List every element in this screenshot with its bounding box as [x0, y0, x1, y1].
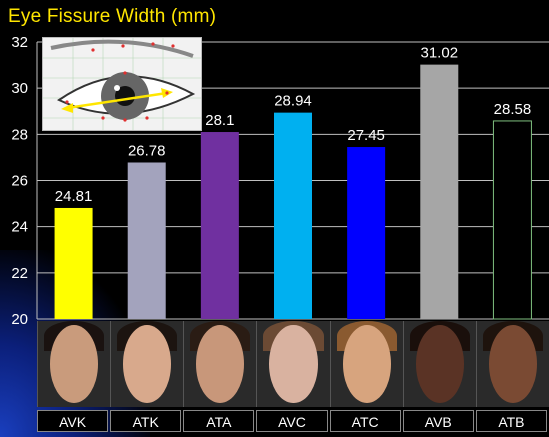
category-label-avb: AVB: [402, 410, 474, 432]
face-skin: [488, 325, 537, 403]
face-skin: [269, 325, 318, 403]
face-image-ata: [183, 321, 257, 407]
bar-avk: [54, 207, 93, 319]
face-images-row: [37, 321, 549, 407]
bar-avb: [420, 64, 459, 319]
y-tick-label: 22: [11, 265, 28, 282]
face-image-atb: [475, 321, 549, 407]
category-label-ata: ATA: [183, 410, 255, 432]
face-skin: [123, 325, 172, 403]
face-image-atk: [110, 321, 184, 407]
face-skin: [342, 325, 391, 403]
bar-atb: [492, 120, 532, 320]
category-labels-row: AVK ATK ATA AVC ATC AVB ATB: [37, 410, 549, 434]
bar-value-label: 26.78: [128, 142, 166, 159]
bar-value-label: 28.1: [205, 112, 234, 129]
category-label-avc: AVC: [256, 410, 328, 432]
bar-value-label: 28.94: [274, 93, 312, 110]
face-image-atc: [329, 321, 403, 407]
bar-atc: [347, 147, 386, 319]
face-skin: [196, 325, 245, 403]
face-image-avb: [402, 321, 476, 407]
face-skin: [415, 325, 464, 403]
y-tick-label: 28: [11, 126, 28, 143]
face-skin: [50, 325, 99, 403]
y-tick-label: 26: [11, 173, 28, 190]
bar-value-label: 27.45: [347, 127, 385, 144]
category-label-atk: ATK: [110, 410, 182, 432]
bar-ata: [200, 132, 239, 319]
face-image-avc: [256, 321, 330, 407]
bar-value-label: 24.81: [55, 188, 93, 205]
category-label-atb: ATB: [475, 410, 547, 432]
bar-atk: [127, 162, 166, 319]
category-label-atc: ATC: [329, 410, 401, 432]
chart-title: Eye Fissure Width (mm): [8, 6, 217, 27]
bar-avc: [274, 112, 312, 319]
bar-value-label: 28.58: [494, 101, 532, 118]
bar-value-label: 31.02: [421, 45, 459, 62]
y-tick-label: 20: [11, 311, 28, 328]
eye-measurement-image: [42, 37, 202, 131]
y-tick-label: 24: [11, 219, 28, 236]
category-label-avk: AVK: [37, 410, 109, 432]
face-image-avk: [37, 321, 111, 407]
y-tick-label: 30: [11, 80, 28, 97]
y-tick-label: 32: [11, 34, 28, 51]
